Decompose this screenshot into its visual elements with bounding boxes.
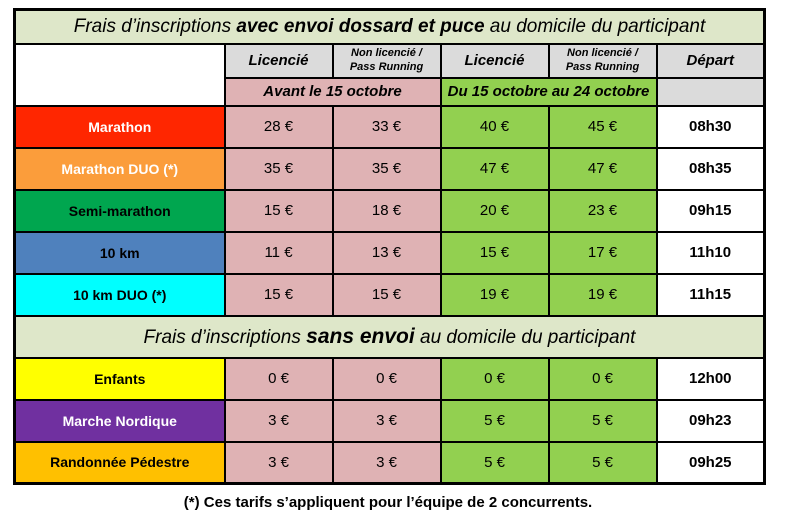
price-cell: 45 € xyxy=(547,104,658,149)
depart-cell: 09h25 xyxy=(655,440,766,485)
price-cell: 33 € xyxy=(331,104,442,149)
price-cell: 3 € xyxy=(331,398,442,443)
section-suffix: au domicile du participant xyxy=(414,326,636,348)
price-cell: 3 € xyxy=(223,398,334,443)
depart-cell: 08h35 xyxy=(655,146,766,191)
price-cell: 15 € xyxy=(223,188,334,233)
price-cell: 15 € xyxy=(439,230,550,275)
price-cell: 5 € xyxy=(439,398,550,443)
price-cell: 0 € xyxy=(223,356,334,401)
price-cell: 15 € xyxy=(331,272,442,317)
price-cell: 35 € xyxy=(331,146,442,191)
price-cell: 17 € xyxy=(547,230,658,275)
table-row-randonnee-pedestre: Randonnée Pédestre 3 € 3 € 5 € 5 € 09h25 xyxy=(13,440,766,485)
price-cell: 11 € xyxy=(223,230,334,275)
header-depart: Départ xyxy=(655,42,766,79)
section-prefix: Frais d’inscriptions xyxy=(143,326,307,348)
price-cell: 19 € xyxy=(439,272,550,317)
price-cell: 35 € xyxy=(223,146,334,191)
table-row-10km-duo: 10 km DUO (*) 15 € 15 € 19 € 19 € 11h15 xyxy=(13,272,766,317)
period-depart-spacer xyxy=(655,76,766,107)
race-label: 10 km xyxy=(13,230,226,275)
price-cell: 5 € xyxy=(547,398,658,443)
table-title-row: Frais d’inscriptions avec envoi dossard … xyxy=(13,8,766,45)
table-row-marche-nordique: Marche Nordique 3 € 3 € 5 € 5 € 09h23 xyxy=(13,398,766,443)
header-licencie-1: Licencié xyxy=(223,42,334,79)
period-before: Avant le 15 octobre xyxy=(223,76,442,107)
price-cell: 0 € xyxy=(331,356,442,401)
corner-cell xyxy=(13,42,226,107)
race-label: Randonnée Pédestre xyxy=(13,440,226,485)
price-cell: 5 € xyxy=(547,440,658,485)
price-cell: 5 € xyxy=(439,440,550,485)
depart-cell: 12h00 xyxy=(655,356,766,401)
price-cell: 23 € xyxy=(547,188,658,233)
table-row-10km: 10 km 11 € 13 € 15 € 17 € 11h10 xyxy=(13,230,766,275)
price-cell: 28 € xyxy=(223,104,334,149)
period-after: Du 15 octobre au 24 octobre xyxy=(439,76,658,107)
price-cell: 47 € xyxy=(547,146,658,191)
header-non-licencie-2: Non licencié / Pass Running xyxy=(547,42,658,79)
table-row-semi-marathon: Semi-marathon 15 € 18 € 20 € 23 € 09h15 xyxy=(13,188,766,233)
header-non-licencie-1: Non licencié / Pass Running xyxy=(331,42,442,79)
price-cell: 0 € xyxy=(439,356,550,401)
title-bold: avec envoi dossard et puce xyxy=(236,15,485,37)
pricing-table: Frais d’inscriptions avec envoi dossard … xyxy=(13,8,767,485)
table-row-marathon: Marathon 28 € 33 € 40 € 45 € 08h30 xyxy=(13,104,766,149)
price-cell: 19 € xyxy=(547,272,658,317)
price-cell: 3 € xyxy=(331,440,442,485)
title-prefix: Frais d’inscriptions xyxy=(73,15,237,37)
table-title: Frais d’inscriptions avec envoi dossard … xyxy=(13,8,766,45)
race-label: 10 km DUO (*) xyxy=(13,272,226,317)
race-label: Semi-marathon xyxy=(13,188,226,233)
price-cell: 47 € xyxy=(439,146,550,191)
price-cell: 13 € xyxy=(331,230,442,275)
price-cell: 40 € xyxy=(439,104,550,149)
price-cell: 18 € xyxy=(331,188,442,233)
section-bold: sans envoi xyxy=(306,324,415,348)
section-title: Frais d’inscriptions sans envoi au domic… xyxy=(13,314,766,359)
price-cell: 20 € xyxy=(439,188,550,233)
table-row-marathon-duo: Marathon DUO (*) 35 € 35 € 47 € 47 € 08h… xyxy=(13,146,766,191)
column-header-row: Licencié Non licencié / Pass Running Lic… xyxy=(13,42,766,107)
period-header-row: Avant le 15 octobre Du 15 octobre au 24 … xyxy=(15,76,766,107)
race-label: Marathon DUO (*) xyxy=(13,146,226,191)
depart-cell: 11h15 xyxy=(655,272,766,317)
race-label: Marche Nordique xyxy=(13,398,226,443)
price-cell: 15 € xyxy=(223,272,334,317)
section-title-row: Frais d’inscriptions sans envoi au domic… xyxy=(13,314,766,359)
footnote: (*) Ces tarifs s’appliquent pour l’équip… xyxy=(183,494,593,511)
price-cell: 3 € xyxy=(223,440,334,485)
table-row-enfants: Enfants 0 € 0 € 0 € 0 € 12h00 xyxy=(13,356,766,401)
race-label: Marathon xyxy=(13,104,226,149)
depart-cell: 11h10 xyxy=(655,230,766,275)
depart-cell: 08h30 xyxy=(655,104,766,149)
depart-cell: 09h23 xyxy=(655,398,766,443)
header-licencie-2: Licencié xyxy=(439,42,550,79)
title-suffix: au domicile du participant xyxy=(484,15,706,37)
depart-cell: 09h15 xyxy=(655,188,766,233)
price-cell: 0 € xyxy=(547,356,658,401)
race-label: Enfants xyxy=(13,356,226,401)
